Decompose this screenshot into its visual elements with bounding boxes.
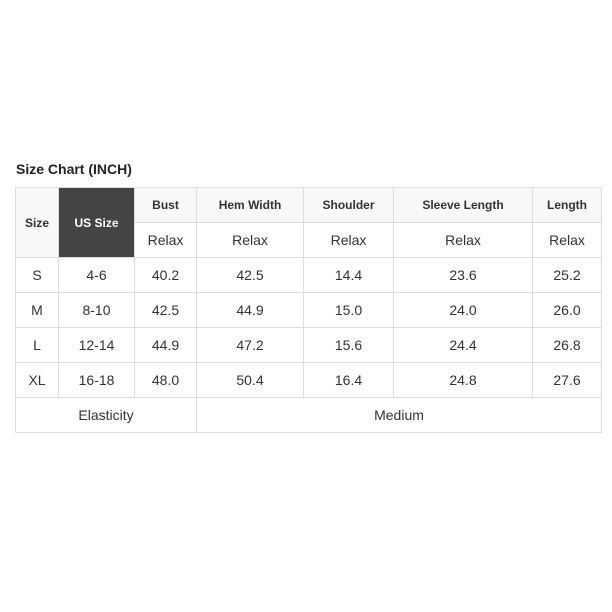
subheader: Relax <box>134 222 197 258</box>
subheader: Relax <box>532 222 602 258</box>
table-cell: 16.4 <box>303 362 394 398</box>
table-cell: L <box>15 327 59 363</box>
table-cell: 25.2 <box>532 257 602 293</box>
table-cell: 48.0 <box>134 362 197 398</box>
table-cell: 42.5 <box>134 292 197 328</box>
table-cell: 24.4 <box>393 327 533 363</box>
table-cell: 47.2 <box>196 327 304 363</box>
table-row: S 4-6 40.2 42.5 14.4 23.6 25.2 <box>15 257 602 293</box>
header-col: Shoulder <box>303 187 394 223</box>
size-chart-table: Size US Size Bust Hem Width Shoulder Sle… <box>15 187 602 433</box>
table-cell: 27.6 <box>532 362 602 398</box>
subheader: Relax <box>303 222 394 258</box>
table-row: L 12-14 44.9 47.2 15.6 24.4 26.8 <box>15 327 602 363</box>
header-col: Bust <box>134 187 197 223</box>
table-cell: 16-18 <box>58 362 135 398</box>
footer-value: Medium <box>196 397 602 433</box>
header-col: Length <box>532 187 602 223</box>
table-row: M 8-10 42.5 44.9 15.0 24.0 26.0 <box>15 292 602 328</box>
table-cell: S <box>15 257 59 293</box>
table-cell: 42.5 <box>196 257 304 293</box>
table-cell: 44.9 <box>134 327 197 363</box>
header-size: Size <box>15 187 59 258</box>
table-cell: 26.8 <box>532 327 602 363</box>
table-cell: 15.6 <box>303 327 394 363</box>
table-cell: 50.4 <box>196 362 304 398</box>
table-cell: 8-10 <box>58 292 135 328</box>
table-cell: 4-6 <box>58 257 135 293</box>
table-cell: 40.2 <box>134 257 197 293</box>
header-col: Sleeve Length <box>393 187 533 223</box>
chart-title: Size Chart (INCH) <box>16 161 132 177</box>
table-cell: XL <box>15 362 59 398</box>
footer-label: Elasticity <box>15 397 197 433</box>
table-cell: M <box>15 292 59 328</box>
table-cell: 24.0 <box>393 292 533 328</box>
table-cell: 23.6 <box>393 257 533 293</box>
table-cell: 24.8 <box>393 362 533 398</box>
header-col: Hem Width <box>196 187 304 223</box>
table-row: XL 16-18 48.0 50.4 16.4 24.8 27.6 <box>15 362 602 398</box>
subheader: Relax <box>393 222 533 258</box>
table-cell: 26.0 <box>532 292 602 328</box>
header-us-size: US Size <box>58 187 135 258</box>
table-cell: 12-14 <box>58 327 135 363</box>
table-cell: 44.9 <box>196 292 304 328</box>
table-cell: 15.0 <box>303 292 394 328</box>
subheader: Relax <box>196 222 304 258</box>
table-cell: 14.4 <box>303 257 394 293</box>
